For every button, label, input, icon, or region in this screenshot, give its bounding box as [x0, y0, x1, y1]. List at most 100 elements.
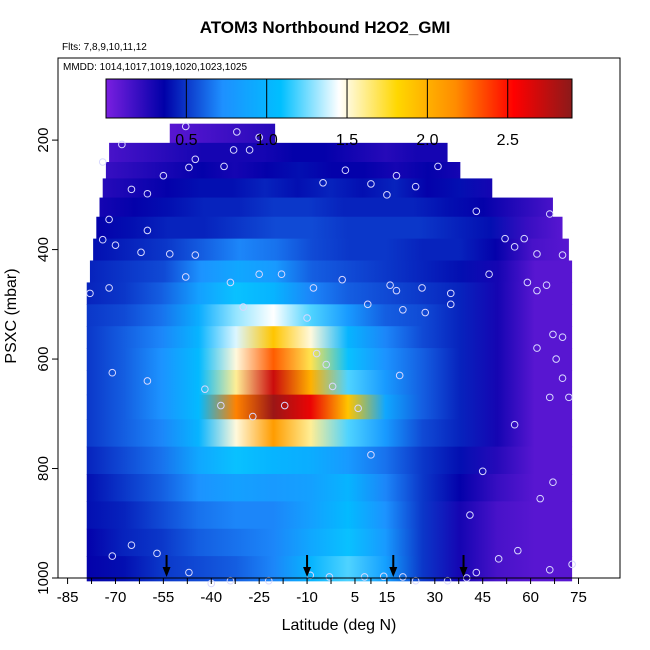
x-axis-tick-label: 5: [351, 589, 359, 606]
observation-point: [137, 248, 145, 257]
observation-point: [181, 122, 190, 131]
observation-point: [363, 300, 372, 309]
observation-point: [568, 560, 576, 569]
observation-point: [494, 555, 503, 563]
x-axis-tick-label: -70: [105, 589, 127, 606]
y-axis-tick-label: 800: [35, 456, 52, 481]
observation-point: [248, 412, 257, 421]
colorbar-tick-label: 0.5: [175, 132, 197, 149]
y-axis-tick-label: 1000: [35, 561, 52, 594]
observation-point: [319, 179, 327, 187]
observation-point: [545, 565, 554, 574]
axes: -85 -70 -55 -40 -25 -10 5 15 30 45 60 75 200 400 600 80…: [35, 128, 587, 606]
x-axis-tick-label: -55: [153, 589, 175, 606]
x-axis-tick-label: 30: [426, 589, 443, 606]
observation-point: [191, 155, 200, 164]
observation-point: [127, 541, 136, 549]
observation-point: [421, 308, 430, 317]
colorbar-tick-label: 1.0: [256, 132, 278, 149]
observation-point: [434, 162, 442, 171]
observation-point: [533, 344, 541, 352]
observation-point: [545, 210, 554, 218]
observation-point: [191, 251, 200, 259]
observation-point: [217, 401, 225, 410]
x-axis-label: Latitude (deg N): [282, 617, 397, 634]
flights-label: Flts: 7,8,9,10,11,12: [62, 42, 147, 53]
dates-label: MMDD: 1014,1017,1019,1020,1023,1025: [63, 62, 248, 73]
observation-point: [533, 286, 541, 295]
observation-point: [472, 207, 481, 216]
observation-point: [159, 171, 168, 180]
heatmap-band: [86, 370, 573, 396]
observation-point: [127, 185, 136, 194]
heatmap-band: [86, 528, 573, 557]
surface-markers: [162, 555, 468, 577]
observation-point: [552, 355, 560, 363]
observation-point: [143, 226, 152, 235]
observation-point: [558, 251, 567, 259]
observation-point: [245, 146, 254, 154]
heatmap-band: [109, 142, 448, 163]
observation-point: [280, 401, 289, 410]
observation-point: [226, 278, 235, 287]
heatmap-band: [93, 238, 569, 262]
observation-point: [418, 284, 426, 292]
observation-point: [255, 133, 263, 142]
x-axis-tick-label: -85: [57, 589, 79, 606]
heatmap-band: [86, 326, 573, 349]
observation-point: [201, 385, 209, 393]
observation-point: [536, 494, 544, 503]
heatmap-band: [105, 162, 461, 180]
observation-point: [472, 568, 481, 577]
observation-point: [545, 393, 554, 402]
observation-point: [558, 333, 567, 341]
observation-point: [520, 234, 529, 243]
colorbar-tick-label: 2.0: [416, 132, 438, 149]
surface-marker-arrow: [303, 567, 312, 577]
y-axis-label: PSXC (mbar): [3, 268, 20, 363]
observation-point: [108, 552, 117, 560]
observation-point: [533, 250, 541, 258]
observation-point: [322, 360, 331, 369]
observation-point: [328, 382, 337, 391]
observation-point: [98, 158, 107, 166]
heatmap-band: [86, 304, 573, 327]
observation-point: [143, 189, 152, 198]
observation-point: [226, 576, 235, 585]
x-axis-tick-label: 75: [570, 589, 587, 606]
observation-point: [325, 573, 334, 581]
observation-point: [446, 300, 455, 309]
observation-point: [360, 573, 369, 581]
heatmap-band: [99, 197, 553, 218]
observation-point: [392, 171, 401, 180]
heatmap-band: [96, 216, 563, 240]
heatmap-band: [86, 419, 573, 448]
observation-point: [303, 314, 311, 322]
y-axis-tick-label: 600: [35, 347, 52, 372]
observation-point: [367, 180, 375, 188]
observation-point: [510, 420, 519, 429]
surface-marker-arrow: [162, 567, 171, 577]
observation-point: [229, 146, 238, 154]
observation-point: [239, 303, 248, 311]
observation-point: [341, 166, 350, 175]
observation-point: [399, 573, 407, 581]
observation-point: [383, 191, 391, 199]
observation-point: [443, 576, 452, 585]
heatmap-band: [89, 260, 573, 284]
x-axis-tick-label: -10: [296, 589, 318, 606]
x-axis-tick-label: -25: [248, 589, 270, 606]
observation-point: [558, 374, 567, 383]
heatmap-band: [86, 348, 573, 371]
y-axis-tick-label: 400: [35, 237, 52, 262]
chart-title: ATOM3 Northbound H2O2_GMI: [199, 18, 451, 37]
colorbar-box: [105, 78, 573, 119]
heatmap-band: [102, 178, 493, 199]
x-axis-tick-label: 45: [474, 589, 491, 606]
y-axis-tick-label: 200: [35, 128, 52, 153]
observation-point: [233, 128, 241, 136]
observation-point: [255, 270, 263, 279]
observation-point: [466, 511, 474, 519]
observation-point: [86, 289, 94, 298]
